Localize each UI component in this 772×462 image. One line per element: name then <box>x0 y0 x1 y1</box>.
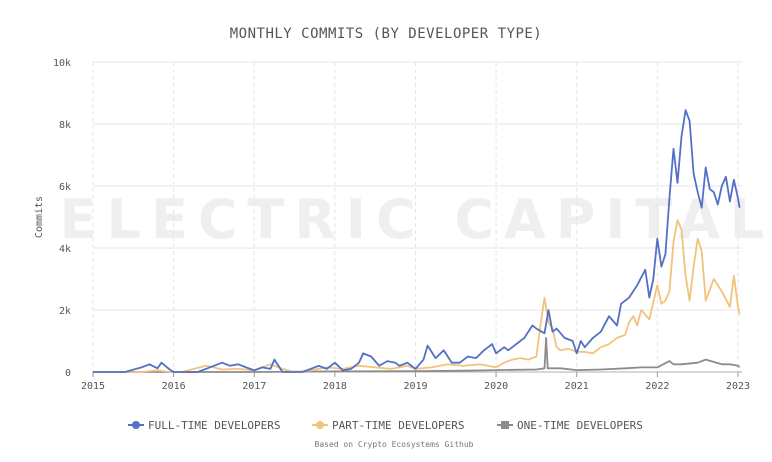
legend-circle-marker <box>132 421 140 429</box>
y-tick-label: 0 <box>65 368 71 379</box>
x-tick-label: 2016 <box>162 381 186 392</box>
series-line-full-time-developers <box>93 109 741 373</box>
legend-item[interactable]: FULL-TIME DEVELOPERS <box>128 419 280 432</box>
x-tick-label: 2022 <box>645 381 669 392</box>
chart-watermark: ELECTRIC CAPITAL <box>60 188 772 251</box>
chart-title: MONTHLY COMMITS (BY DEVELOPER TYPE) <box>230 26 543 42</box>
y-tick-label: 6k <box>59 182 71 193</box>
x-tick-label: 2021 <box>565 381 589 392</box>
x-tick-label: 2019 <box>403 381 427 392</box>
source-note: Based on Crypto Ecosystems Github <box>315 440 474 449</box>
legend-label: FULL-TIME DEVELOPERS <box>148 419 280 432</box>
legend: FULL-TIME DEVELOPERS PART-TIME DEVELOPERS… <box>128 419 643 432</box>
x-tick-label: 2015 <box>81 381 105 392</box>
x-tick-label: 2018 <box>323 381 347 392</box>
series-layer <box>93 109 741 373</box>
legend-item[interactable]: PART-TIME DEVELOPERS <box>312 419 464 432</box>
legend-label: ONE-TIME DEVELOPERS <box>517 419 643 432</box>
y-tick-label: 8k <box>59 120 71 131</box>
legend-square-marker <box>501 421 509 429</box>
x-tick-label: 2023 <box>726 381 750 392</box>
x-tick-label: 2020 <box>484 381 508 392</box>
series-line-one-time-developers <box>93 337 741 373</box>
y-tick-label: 4k <box>59 244 71 255</box>
y-axis-label: Commits <box>34 196 45 238</box>
legend-circle-marker <box>316 421 324 429</box>
legend-label: PART-TIME DEVELOPERS <box>332 419 464 432</box>
y-tick-label: 2k <box>59 306 71 317</box>
legend-item[interactable]: ONE-TIME DEVELOPERS <box>497 419 643 432</box>
y-tick-label: 10k <box>53 58 71 69</box>
grid-layer <box>92 61 742 373</box>
x-tick-label: 2017 <box>242 381 266 392</box>
ticks-layer: 0 2k 4k 6k 8k 10k 2015 2016 2017 2018 2019 2020 2021… <box>53 58 750 392</box>
